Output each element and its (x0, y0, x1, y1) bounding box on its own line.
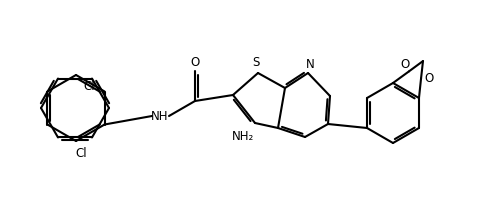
Text: S: S (252, 57, 260, 70)
Text: Cl: Cl (75, 147, 87, 160)
Text: O: O (400, 58, 409, 71)
Text: Cl: Cl (83, 80, 95, 93)
Text: NH₂: NH₂ (232, 130, 254, 143)
Text: NH: NH (151, 110, 169, 122)
Text: N: N (305, 57, 314, 70)
Text: O: O (191, 57, 199, 70)
Text: O: O (424, 72, 434, 85)
